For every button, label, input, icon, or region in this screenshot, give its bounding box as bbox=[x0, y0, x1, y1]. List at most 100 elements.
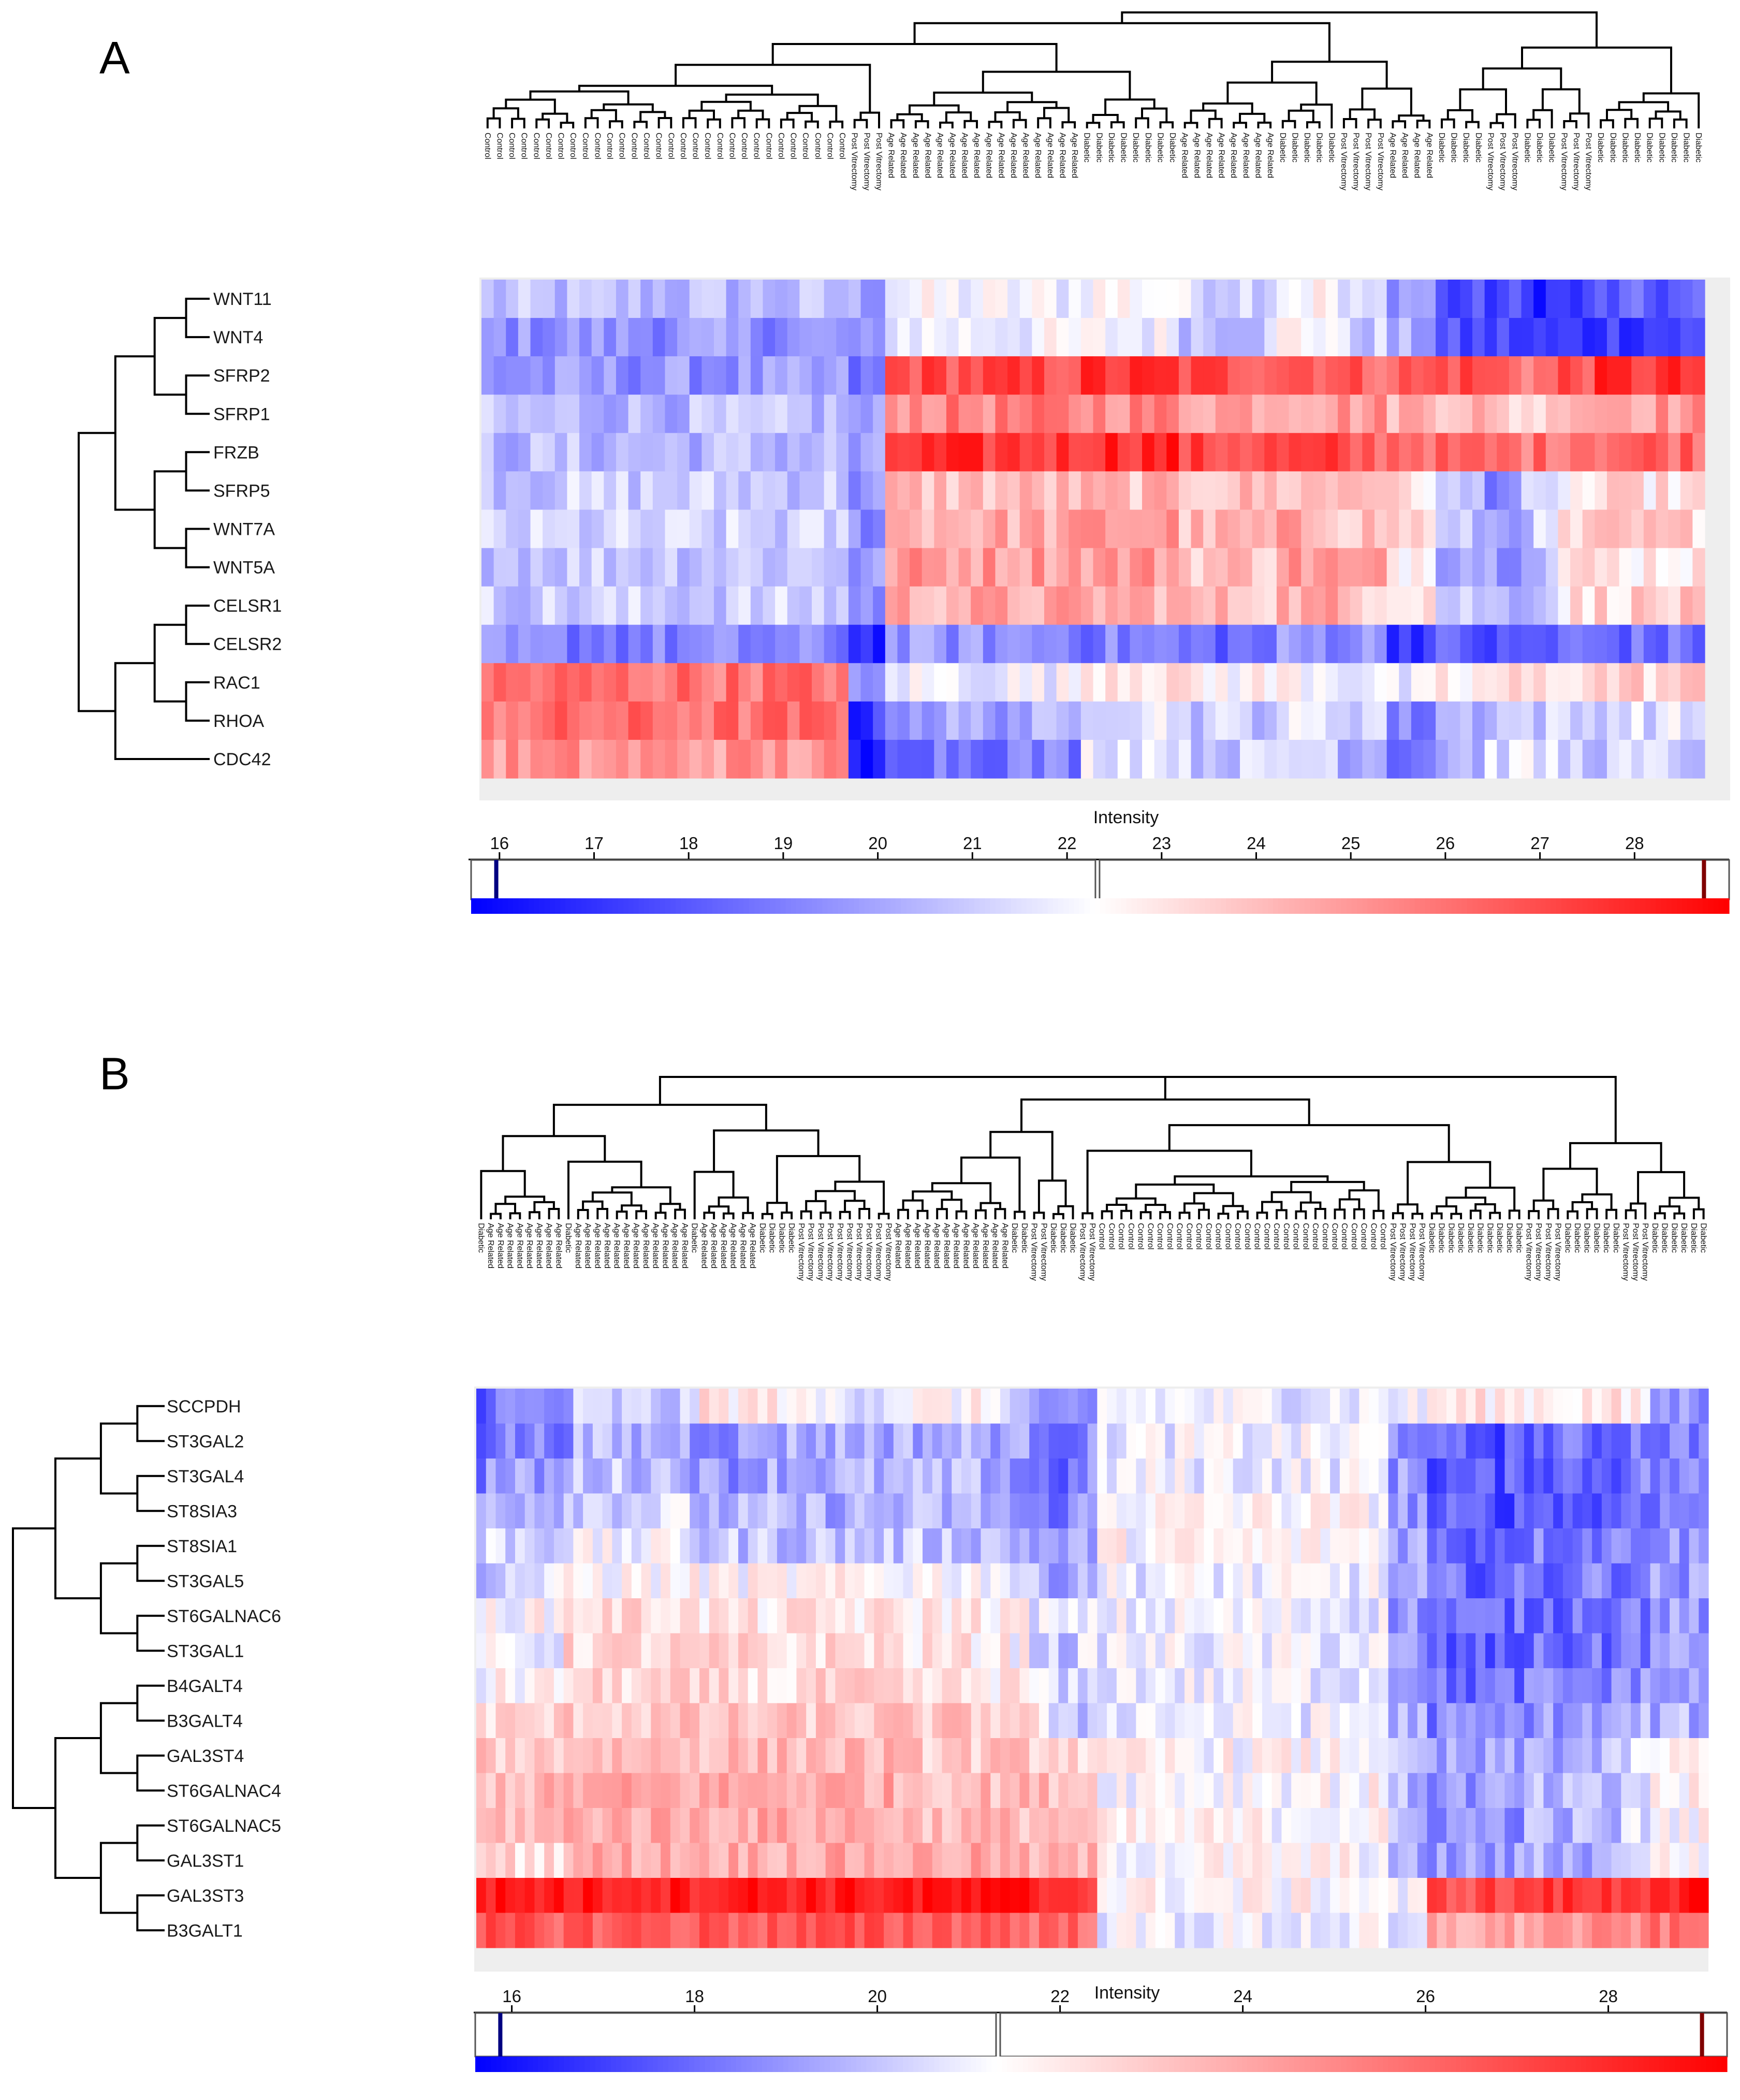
heatmap-cell bbox=[1313, 701, 1326, 740]
heatmap-cell bbox=[777, 1563, 787, 1599]
colorbar-gradient-segment bbox=[1153, 2057, 1159, 2072]
heatmap-cell bbox=[1155, 1528, 1166, 1564]
heatmap-cell bbox=[515, 1913, 525, 1948]
colorbar-gradient-segment bbox=[885, 898, 891, 914]
colorbar-gradient-segment bbox=[1498, 898, 1504, 914]
colorbar-gradient-segment bbox=[1671, 898, 1677, 914]
heatmap-cell bbox=[1310, 1389, 1321, 1424]
heatmap-cell bbox=[1447, 433, 1460, 472]
colorbar-gradient-segment bbox=[1703, 898, 1709, 914]
heatmap-cell bbox=[1359, 1423, 1369, 1459]
heatmap-cell bbox=[583, 1459, 593, 1494]
heatmap-cell bbox=[1656, 739, 1669, 779]
heatmap-cell bbox=[1117, 318, 1130, 357]
dendrogram-branch bbox=[1120, 1209, 1132, 1219]
heatmap-cell bbox=[1175, 1633, 1185, 1669]
heatmap-cell bbox=[1668, 318, 1681, 357]
heatmap-cell bbox=[1472, 663, 1485, 702]
heatmap-cell bbox=[893, 1389, 904, 1424]
heatmap-cell bbox=[934, 395, 947, 433]
heatmap-cell bbox=[699, 1808, 710, 1844]
heatmap-cell bbox=[903, 1843, 913, 1878]
heatmap-cell bbox=[1048, 1598, 1059, 1634]
sample-label: Control bbox=[532, 133, 540, 159]
heatmap-cell bbox=[602, 1528, 612, 1564]
colorbar-gradient-segment bbox=[1252, 2057, 1258, 2072]
colorbar-gradient-segment bbox=[1367, 2057, 1373, 2072]
heatmap-cell bbox=[1339, 1423, 1350, 1459]
heatmap-cell bbox=[1130, 624, 1143, 664]
heatmap-cell bbox=[543, 586, 555, 625]
colorbar-gradient-segment bbox=[1383, 2057, 1388, 2072]
heatmap-cell bbox=[836, 548, 849, 587]
heatmap-cell bbox=[1524, 1423, 1534, 1459]
colorbar-gradient-segment bbox=[901, 898, 906, 914]
heatmap-cell bbox=[799, 548, 812, 587]
sample-label: Control bbox=[764, 133, 773, 159]
heatmap-cell bbox=[893, 1738, 904, 1774]
heatmap-cell bbox=[1611, 1598, 1621, 1634]
heatmap-cell bbox=[690, 1563, 700, 1599]
sample-label: Age Related bbox=[525, 1223, 534, 1268]
heatmap-cell bbox=[1533, 1773, 1544, 1809]
sample-label: Diabetic bbox=[1131, 133, 1140, 163]
colorbar-gradient-segment bbox=[1341, 2057, 1347, 2072]
colorbar-gradient-segment bbox=[1105, 898, 1111, 914]
heatmap-cell bbox=[995, 395, 1008, 433]
heatmap-cell bbox=[873, 471, 886, 511]
heatmap-cell bbox=[1437, 1633, 1447, 1669]
heatmap-cell bbox=[738, 1528, 749, 1564]
heatmap-cell bbox=[1117, 395, 1130, 433]
colorbar-gradient-segment bbox=[866, 2057, 872, 2072]
heatmap-cell bbox=[860, 318, 873, 357]
heatmap-cell bbox=[680, 1773, 690, 1809]
heatmap-cell bbox=[1105, 739, 1118, 779]
heatmap-cell bbox=[690, 1808, 700, 1844]
heatmap-cell bbox=[757, 1423, 768, 1459]
heatmap-cell bbox=[1116, 1598, 1127, 1634]
colorbar-gradient-segment bbox=[1718, 898, 1724, 914]
heatmap-cell bbox=[726, 701, 739, 740]
heatmap-cell bbox=[544, 1563, 554, 1599]
heatmap-cell bbox=[1621, 1913, 1631, 1948]
heatmap-cell bbox=[1029, 1563, 1040, 1599]
colorbar-gradient-segment bbox=[1643, 2057, 1649, 2072]
heatmap-cell bbox=[1668, 433, 1681, 472]
heatmap-cell bbox=[1223, 1459, 1234, 1494]
heatmap-cell bbox=[873, 548, 886, 587]
heatmap-cell bbox=[553, 1738, 564, 1774]
heatmap-cell bbox=[534, 1389, 545, 1424]
heatmap-cell bbox=[1640, 1493, 1651, 1529]
heatmap-cell bbox=[796, 1528, 807, 1564]
heatmap-cell bbox=[1582, 280, 1595, 318]
heatmap-cell bbox=[1194, 1423, 1205, 1459]
sample-label: Control bbox=[1233, 1223, 1242, 1250]
colorbar-gradient-segment bbox=[1052, 898, 1059, 914]
heatmap-cell bbox=[922, 624, 934, 664]
heatmap-cell bbox=[961, 1493, 972, 1529]
heatmap-cell bbox=[1029, 1808, 1040, 1844]
heatmap-cell bbox=[1509, 395, 1522, 433]
heatmap-cell bbox=[1010, 1913, 1020, 1948]
heatmap-cell bbox=[1485, 1389, 1496, 1424]
heatmap-cell bbox=[1359, 1459, 1369, 1494]
heatmap-cell bbox=[1313, 356, 1326, 395]
heatmap-cell bbox=[1504, 1843, 1515, 1878]
heatmap-cell bbox=[1399, 280, 1412, 318]
heatmap-cell bbox=[1175, 1528, 1185, 1564]
heatmap-cell bbox=[1029, 1633, 1040, 1669]
heatmap-cell bbox=[1032, 509, 1045, 549]
heatmap-cell bbox=[1466, 1913, 1476, 1948]
colorbar-gradient-segment bbox=[918, 2057, 925, 2072]
dendrogram-branch bbox=[913, 22, 1330, 62]
colorbar-gradient-segment bbox=[1471, 2057, 1477, 2072]
heatmap-cell bbox=[1105, 701, 1118, 740]
sample-label: Age Related bbox=[612, 1223, 621, 1268]
heatmap-cell bbox=[1378, 1878, 1389, 1914]
heatmap-cell bbox=[515, 1389, 525, 1424]
heatmap-cell bbox=[1524, 1878, 1534, 1914]
heatmap-cell bbox=[1203, 280, 1216, 318]
heatmap-cell bbox=[932, 1389, 943, 1424]
heatmap-cell bbox=[1029, 1913, 1040, 1948]
heatmap-cell bbox=[1497, 471, 1510, 511]
